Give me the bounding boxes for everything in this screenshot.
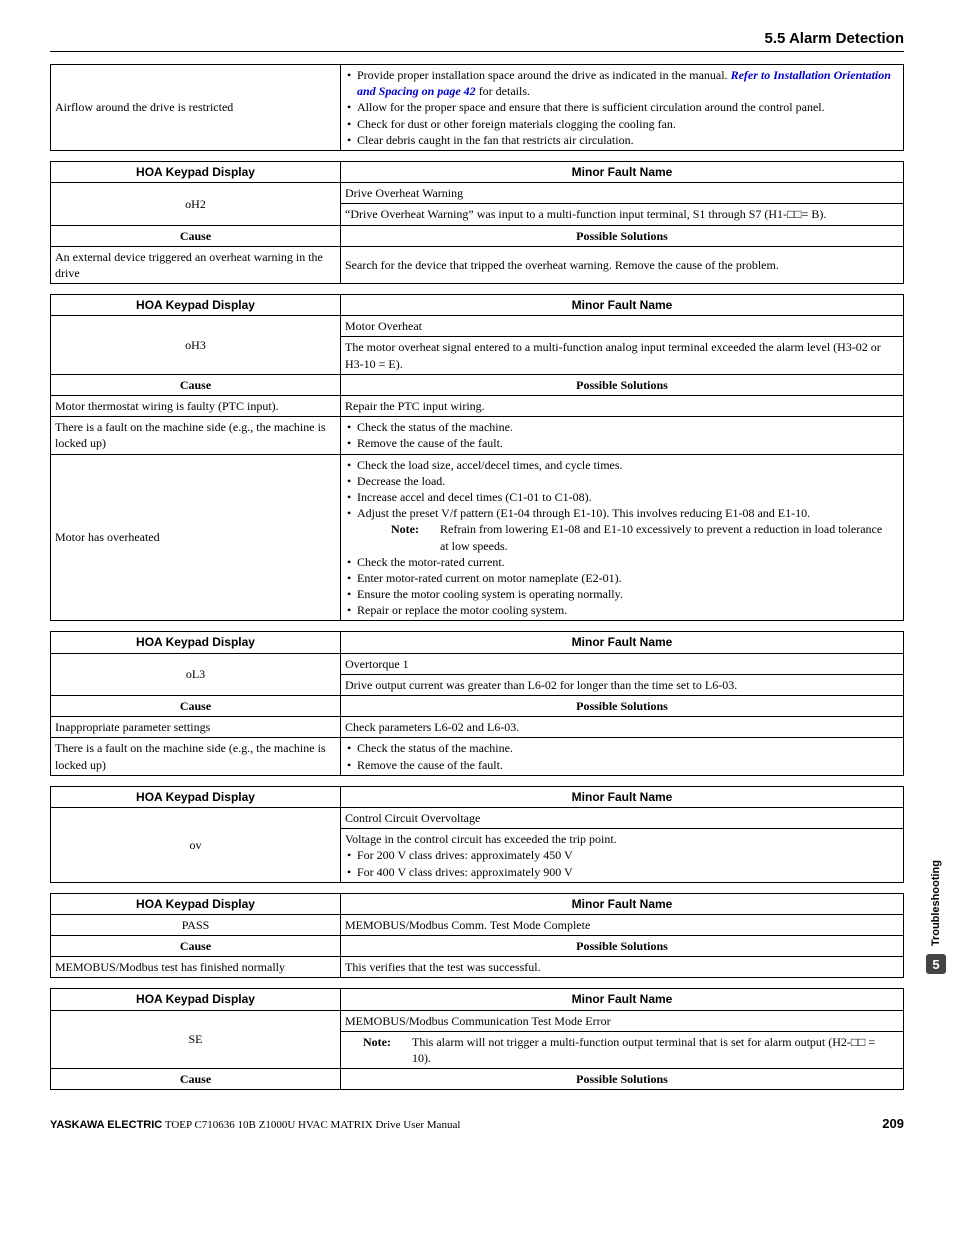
list-item: Decrease the load. bbox=[345, 473, 899, 489]
table-ol3: HOA Keypad Display Minor Fault Name oL3 … bbox=[50, 631, 904, 775]
fault-desc: The motor overheat signal entered to a m… bbox=[341, 337, 904, 374]
solution-cell: Repair the PTC input wiring. bbox=[341, 396, 904, 417]
list-item: For 400 V class drives: approximately 90… bbox=[345, 864, 899, 880]
col-display: HOA Keypad Display bbox=[51, 161, 341, 182]
code-cell: oH3 bbox=[51, 316, 341, 375]
fault-name: MEMOBUS/Modbus Communication Test Mode E… bbox=[341, 1010, 904, 1031]
cause-header: Cause bbox=[51, 936, 341, 957]
list-item: Enter motor-rated current on motor namep… bbox=[345, 570, 899, 586]
fault-name: Control Circuit Overvoltage bbox=[341, 807, 904, 828]
code-cell: PASS bbox=[51, 914, 341, 935]
solution-cell: Check parameters L6-02 and L6-03. bbox=[341, 717, 904, 738]
fault-name: MEMOBUS/Modbus Comm. Test Mode Complete bbox=[341, 914, 904, 935]
solution-cell: This verifies that the test was successf… bbox=[341, 957, 904, 978]
col-fault: Minor Fault Name bbox=[341, 632, 904, 653]
code-cell: ov bbox=[51, 807, 341, 882]
solutions-header: Possible Solutions bbox=[341, 696, 904, 717]
note-label: Note: bbox=[391, 521, 437, 537]
cause-header: Cause bbox=[51, 374, 341, 395]
solutions-cell: Provide proper installation space around… bbox=[341, 65, 904, 151]
text: Provide proper installation space around… bbox=[357, 68, 731, 82]
solution-cell: Check the status of the machine. Remove … bbox=[341, 417, 904, 454]
list-item: Remove the cause of the fault. bbox=[345, 757, 899, 773]
solutions-header: Possible Solutions bbox=[341, 225, 904, 246]
fault-desc: Voltage in the control circuit has excee… bbox=[341, 829, 904, 883]
solution-cell: Check the load size, accel/decel times, … bbox=[341, 454, 904, 621]
col-fault: Minor Fault Name bbox=[341, 295, 904, 316]
table-oh2: HOA Keypad Display Minor Fault Name oH2 … bbox=[50, 161, 904, 284]
col-display: HOA Keypad Display bbox=[51, 989, 341, 1010]
text: for details. bbox=[476, 84, 530, 98]
table-se: HOA Keypad Display Minor Fault Name SE M… bbox=[50, 988, 904, 1090]
cause-cell: Motor has overheated bbox=[51, 454, 341, 621]
cause-cell: An external device triggered an overheat… bbox=[51, 246, 341, 283]
table-pass: HOA Keypad Display Minor Fault Name PASS… bbox=[50, 893, 904, 979]
list-item: Increase accel and decel times (C1-01 to… bbox=[345, 489, 899, 505]
list-item: Repair or replace the motor cooling syst… bbox=[345, 602, 899, 618]
table-oh3: HOA Keypad Display Minor Fault Name oH3 … bbox=[50, 294, 904, 621]
cause-cell: There is a fault on the machine side (e.… bbox=[51, 738, 341, 775]
cause-cell: MEMOBUS/Modbus test has finished normall… bbox=[51, 957, 341, 978]
list-item: Allow for the proper space and ensure th… bbox=[345, 99, 899, 115]
cause-cell: Airflow around the drive is restricted bbox=[51, 65, 341, 151]
list-item: Check the motor-rated current. bbox=[345, 554, 899, 570]
list-item: Remove the cause of the fault. bbox=[345, 435, 899, 451]
solution-cell: Check the status of the machine. Remove … bbox=[341, 738, 904, 775]
col-fault: Minor Fault Name bbox=[341, 786, 904, 807]
list-item: Check the status of the machine. bbox=[345, 740, 899, 756]
fault-name: Overtorque 1 bbox=[341, 653, 904, 674]
fault-name: Motor Overheat bbox=[341, 316, 904, 337]
col-fault: Minor Fault Name bbox=[341, 989, 904, 1010]
side-tab-number: 5 bbox=[926, 954, 946, 974]
cause-header: Cause bbox=[51, 696, 341, 717]
list-item: Check for dust or other foreign material… bbox=[345, 116, 899, 132]
side-tab: Troubleshooting 5 bbox=[926, 860, 946, 974]
list-item: Clear debris caught in the fan that rest… bbox=[345, 132, 899, 148]
note-text: This alarm will not trigger a multi-func… bbox=[412, 1034, 892, 1066]
cause-cell: There is a fault on the machine side (e.… bbox=[51, 417, 341, 454]
section-header: 5.5 Alarm Detection bbox=[50, 30, 904, 52]
cause-header: Cause bbox=[51, 1069, 341, 1090]
code-cell: oH2 bbox=[51, 183, 341, 225]
solutions-header: Possible Solutions bbox=[341, 374, 904, 395]
page-number: 209 bbox=[882, 1116, 904, 1131]
cause-cell: Motor thermostat wiring is faulty (PTC i… bbox=[51, 396, 341, 417]
footer-doc: YASKAWA ELECTRIC TOEP C710636 10B Z1000U… bbox=[50, 1119, 460, 1131]
note-label: Note: bbox=[363, 1034, 409, 1050]
cause-cell: Inappropriate parameter settings bbox=[51, 717, 341, 738]
col-display: HOA Keypad Display bbox=[51, 786, 341, 807]
list-item: Provide proper installation space around… bbox=[345, 67, 899, 99]
list-item: Adjust the preset V/f pattern (E1-04 thr… bbox=[345, 505, 899, 554]
list-item: Ensure the motor cooling system is opera… bbox=[345, 586, 899, 602]
col-display: HOA Keypad Display bbox=[51, 295, 341, 316]
col-fault: Minor Fault Name bbox=[341, 893, 904, 914]
side-tab-label: Troubleshooting bbox=[930, 860, 942, 946]
solution-cell: Search for the device that tripped the o… bbox=[341, 246, 904, 283]
col-fault: Minor Fault Name bbox=[341, 161, 904, 182]
list-item: For 200 V class drives: approximately 45… bbox=[345, 847, 899, 863]
solutions-header: Possible Solutions bbox=[341, 936, 904, 957]
list-item: Check the status of the machine. bbox=[345, 419, 899, 435]
col-display: HOA Keypad Display bbox=[51, 893, 341, 914]
footer-brand: YASKAWA ELECTRIC bbox=[50, 1119, 162, 1131]
list-item: Check the load size, accel/decel times, … bbox=[345, 457, 899, 473]
page-footer: YASKAWA ELECTRIC TOEP C710636 10B Z1000U… bbox=[50, 1116, 904, 1131]
fault-desc: “Drive Overheat Warning” was input to a … bbox=[341, 204, 904, 225]
table-ov: HOA Keypad Display Minor Fault Name ov C… bbox=[50, 786, 904, 883]
note-text: Refrain from lowering E1-08 and E1-10 ex… bbox=[440, 521, 892, 553]
code-cell: SE bbox=[51, 1010, 341, 1069]
cause-header: Cause bbox=[51, 225, 341, 246]
solutions-header: Possible Solutions bbox=[341, 1069, 904, 1090]
text: Voltage in the control circuit has excee… bbox=[345, 832, 617, 846]
fault-name: Drive Overheat Warning bbox=[341, 183, 904, 204]
code-cell: oL3 bbox=[51, 653, 341, 695]
fault-desc: Drive output current was greater than L6… bbox=[341, 674, 904, 695]
fault-note: Note: This alarm will not trigger a mult… bbox=[341, 1031, 904, 1068]
text: Adjust the preset V/f pattern (E1-04 thr… bbox=[357, 506, 810, 520]
col-display: HOA Keypad Display bbox=[51, 632, 341, 653]
footer-docname: TOEP C710636 10B Z1000U HVAC MATRIX Driv… bbox=[162, 1119, 460, 1131]
table-airflow: Airflow around the drive is restricted P… bbox=[50, 64, 904, 151]
